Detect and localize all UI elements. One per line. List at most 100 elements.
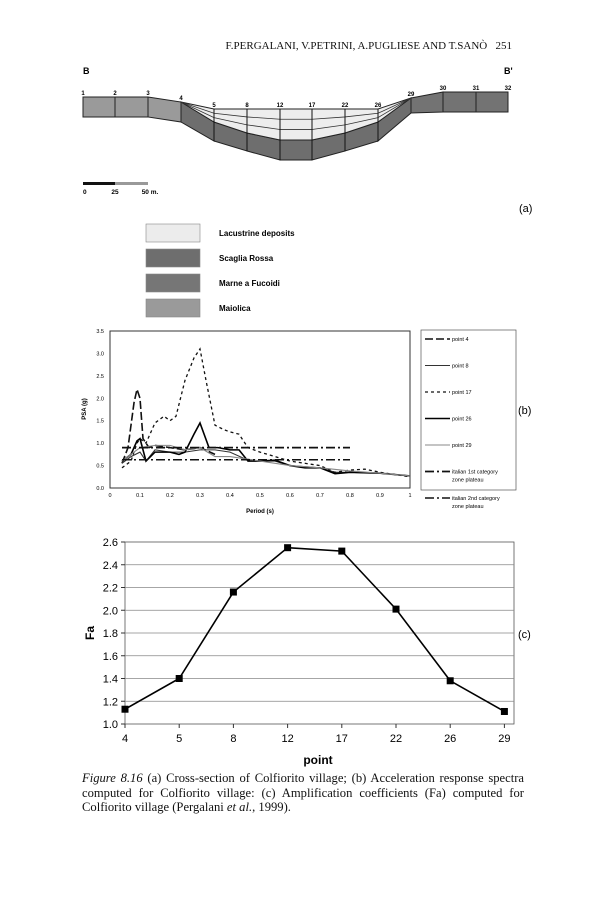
y-tick-label: 2.0 [96,396,104,402]
point-label: 29 [408,92,415,98]
point-label: 4 [179,96,183,102]
data-point-12 [284,544,292,552]
data-point-17 [338,547,346,555]
legend-label: point 4 [452,337,469,343]
x-tick-label: 29 [498,733,510,745]
section-end-label: B' [504,66,513,76]
x-tick-label: 0.2 [166,493,174,499]
y-tick-label: 0.0 [96,486,104,492]
figure-caption: Figure 8.16 (a) Cross-section of Colfior… [82,771,524,815]
point-label: 12 [277,103,284,109]
x-tick-label: 8 [230,733,236,745]
amplification-chart: 1.0 1.2 1.4 1.6 1.8 2.0 2.2 2.4 2.6 4 5 8 12 17 22 26 29… [83,537,531,767]
legend-label: point 8 [452,364,469,370]
x-tick-label: 0 [108,493,111,499]
scale-bar-gray [115,182,148,185]
caption-text: (a) Cross-section of Colfiorito village;… [82,771,524,814]
response-spectra-chart: 0.0 0.5 1.0 1.5 2.0 2.5 3.0 3.5 0 0.1 0.2 0.3 0.4 0.5… [82,329,531,515]
legend-box [420,329,517,491]
x-tick-label: 1 [408,493,411,499]
x-tick-label: 5 [176,733,182,745]
x-tick-label: 26 [444,733,456,745]
legend-label-cont: zone plateau [452,504,484,510]
running-head: F.PERGALANI, V.PETRINI, A.PUGLIESE AND T… [225,40,488,52]
y-axis-title: Fa [83,626,97,640]
y-tick-label: 2.2 [103,583,118,595]
running-header: F.PERGALANI, V.PETRINI, A.PUGLIESE AND T… [226,40,512,52]
section-start-label: B [83,66,90,76]
point-label: 3 [146,91,150,97]
legend-label: italian 2nd category [452,496,500,502]
data-point-29 [500,707,508,715]
x-tick-label: 0.3 [196,493,204,499]
y-tick-label: 3.0 [96,351,104,357]
y-tick-label: 3.5 [96,329,104,335]
panel-label-b: (b) [518,405,531,417]
data-point-22 [392,605,400,613]
scale-label: 25 [111,189,119,196]
point-label: 26 [375,103,382,109]
y-tick-label: 2.6 [103,537,118,549]
x-tick-label: 12 [281,733,293,745]
point-label: 8 [245,103,249,109]
point-label: 5 [212,103,216,109]
data-point-26 [446,677,454,685]
data-point-8 [229,588,237,596]
legend-swatch [145,298,201,318]
legend-label-cont: zone plateau [452,478,484,484]
y-tick-label: 2.5 [96,374,104,380]
data-point-5 [175,675,183,682]
scale-label: 50 m. [142,189,159,196]
fa-line [124,546,505,713]
point-label: 30 [440,86,447,92]
caption-etal: et al. [226,800,253,814]
y-tick-label: 2.0 [103,605,118,617]
legend-label: point 29 [452,443,472,449]
x-tick-label: 0.7 [316,493,324,499]
data-point-4 [121,705,129,713]
rock-block [475,91,509,113]
panel-label-c: (c) [518,629,531,641]
x-axis-title: point [303,753,332,767]
legend-swatch [145,273,201,293]
scale-bar-black [83,182,115,185]
caption-text-end: , 1999). [252,800,291,814]
legend-label: Scaglia Rossa [219,254,274,263]
x-tick-label: 22 [390,733,402,745]
x-tick-label: 0.5 [256,493,264,499]
y-tick-label: 1.0 [96,441,104,447]
y-tick-label: 1.5 [96,419,104,425]
figure-label: Figure 8.16 [82,771,143,785]
y-tick-label: 1.2 [103,696,118,708]
point-label: 32 [505,86,512,92]
legend-label: Marne a Fucoidi [219,279,280,288]
x-tick-label: 0.1 [136,493,144,499]
point-label: 17 [309,103,316,109]
y-axis-title: PSA (g) [82,398,88,419]
legend-label: point 26 [452,417,472,423]
point-label: 22 [342,103,349,109]
y-tick-label: 0.5 [96,464,104,470]
x-tick-label: 0.6 [286,493,294,499]
page-number: 251 [495,40,513,52]
legend-label: italian 1st category [452,470,498,476]
x-tick-label: 17 [336,733,348,745]
x-tick-label: 4 [122,733,128,745]
scale-label: 0 [83,189,87,196]
x-tick-label: 0.9 [376,493,384,499]
legend-label: Lacustrine deposits [219,229,295,238]
x-tick-label: 0.8 [346,493,354,499]
x-axis-title: Period (s) [246,509,274,515]
y-tick-label: 1.4 [103,674,118,686]
y-tick-label: 2.4 [103,560,118,572]
panel-label-a: (a) [519,203,532,215]
legend-swatch [145,248,201,268]
layer-line [180,97,412,120]
point-label: 1 [81,91,85,97]
y-tick-label: 1.6 [103,651,118,663]
x-tick-label: 0.4 [226,493,234,499]
point-label: 31 [473,86,480,92]
legend-swatch [145,223,201,243]
